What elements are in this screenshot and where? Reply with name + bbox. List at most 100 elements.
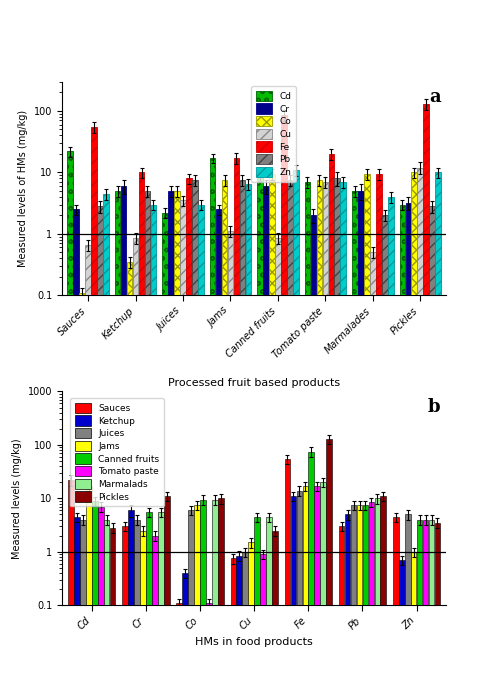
Bar: [152, 536, 158, 680]
Bar: [218, 498, 224, 680]
Bar: [314, 486, 320, 680]
Bar: [206, 603, 212, 680]
Bar: [194, 505, 200, 680]
Text: a: a: [429, 88, 440, 106]
Bar: [183, 573, 188, 680]
Bar: [200, 500, 206, 680]
Bar: [417, 520, 423, 680]
Bar: [305, 182, 310, 680]
Bar: [97, 206, 103, 680]
Bar: [98, 507, 104, 680]
Bar: [198, 205, 204, 680]
Bar: [434, 523, 440, 680]
Bar: [254, 517, 260, 680]
Bar: [180, 201, 186, 680]
Bar: [322, 182, 328, 680]
Legend: Cd, Cr, Co, Cu, Fe, Pb, Zn: Cd, Cr, Co, Cu, Fe, Pb, Zn: [251, 86, 296, 182]
Bar: [122, 526, 128, 680]
Bar: [411, 551, 417, 680]
Bar: [339, 526, 344, 680]
Bar: [151, 205, 156, 680]
Bar: [168, 191, 174, 680]
Y-axis label: Measured levels of HMs (mg/kg): Measured levels of HMs (mg/kg): [18, 110, 28, 267]
Bar: [67, 152, 73, 680]
Bar: [429, 520, 434, 680]
Bar: [399, 560, 405, 680]
Bar: [174, 191, 180, 680]
Bar: [303, 486, 308, 680]
Bar: [104, 520, 110, 680]
Bar: [145, 191, 150, 680]
Bar: [188, 510, 194, 680]
Bar: [210, 158, 215, 680]
Bar: [85, 245, 91, 680]
Bar: [216, 209, 221, 680]
Bar: [334, 178, 340, 680]
Bar: [272, 530, 278, 680]
Bar: [240, 180, 245, 680]
Bar: [231, 558, 236, 680]
Bar: [91, 127, 97, 680]
Text: b: b: [428, 398, 440, 416]
Bar: [222, 180, 227, 680]
Bar: [291, 496, 296, 680]
Bar: [357, 505, 363, 680]
Bar: [133, 238, 138, 680]
Bar: [363, 505, 369, 680]
Bar: [340, 182, 346, 680]
Bar: [435, 173, 441, 680]
Bar: [128, 510, 134, 680]
Bar: [424, 104, 429, 680]
Bar: [115, 191, 121, 680]
Bar: [406, 203, 411, 680]
Bar: [139, 173, 144, 680]
Bar: [370, 252, 375, 680]
Bar: [351, 505, 357, 680]
Legend: Sauces, Ketchup, Juices, Jams, Canned fruits, Tomato paste, Marmalads, Pickles: Sauces, Ketchup, Juices, Jams, Canned fr…: [70, 398, 164, 507]
X-axis label: HMs in food products: HMs in food products: [195, 637, 313, 647]
Bar: [393, 517, 399, 680]
Bar: [237, 556, 242, 680]
Bar: [287, 180, 293, 680]
Bar: [316, 180, 322, 680]
Bar: [177, 603, 182, 680]
Bar: [243, 551, 248, 680]
Bar: [293, 170, 299, 680]
Bar: [234, 158, 239, 680]
Bar: [121, 186, 126, 680]
Bar: [400, 205, 405, 680]
Bar: [352, 191, 358, 680]
Bar: [269, 174, 275, 680]
Bar: [68, 480, 74, 680]
Bar: [228, 231, 233, 680]
Bar: [162, 213, 168, 680]
Bar: [74, 517, 80, 680]
Bar: [309, 452, 314, 680]
Bar: [127, 262, 132, 680]
Bar: [374, 498, 380, 680]
Bar: [146, 512, 152, 680]
Bar: [92, 500, 98, 680]
Bar: [73, 209, 79, 680]
Bar: [164, 496, 170, 680]
Bar: [158, 512, 164, 680]
Bar: [192, 180, 198, 680]
Bar: [103, 194, 109, 680]
Bar: [79, 293, 85, 680]
Bar: [380, 496, 386, 680]
Bar: [328, 154, 334, 680]
Bar: [275, 238, 281, 680]
Bar: [263, 186, 269, 680]
Bar: [430, 206, 435, 680]
Bar: [423, 520, 429, 680]
Bar: [186, 178, 192, 680]
Bar: [134, 520, 140, 680]
Bar: [140, 530, 146, 680]
Bar: [405, 515, 411, 680]
Bar: [388, 197, 393, 680]
Bar: [110, 528, 116, 680]
Bar: [285, 459, 290, 680]
Y-axis label: Measured levels (mg/kg): Measured levels (mg/kg): [12, 438, 22, 559]
Bar: [297, 490, 302, 680]
Bar: [86, 486, 92, 680]
